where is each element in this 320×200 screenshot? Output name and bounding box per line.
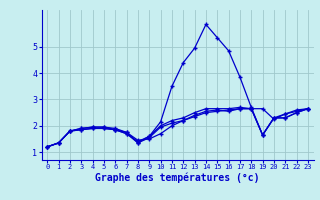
X-axis label: Graphe des températures (°c): Graphe des températures (°c) (95, 173, 260, 183)
